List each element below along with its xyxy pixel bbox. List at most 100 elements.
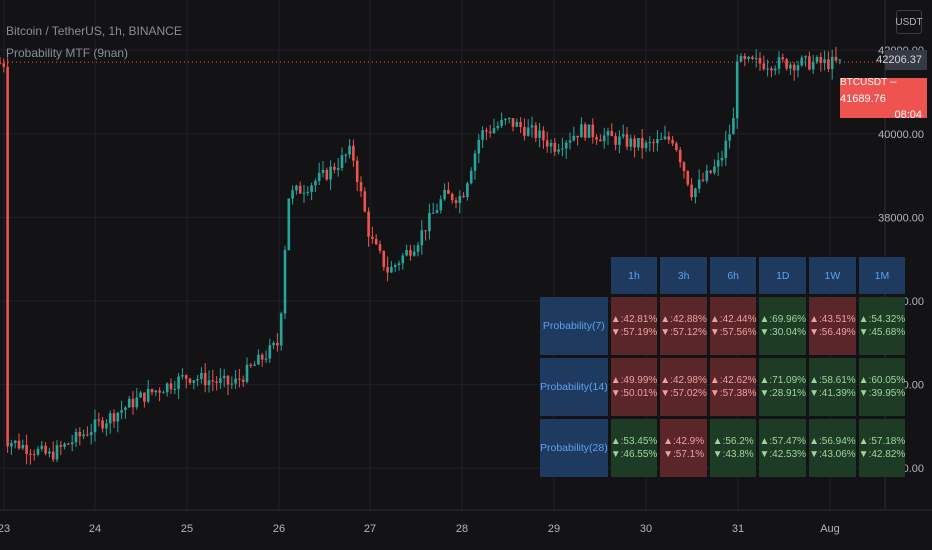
up-probability: ▲:42.62% bbox=[709, 375, 757, 386]
candle-body bbox=[557, 149, 560, 152]
probability-cell: ▲:57.18% ▼:42.82% bbox=[858, 419, 906, 477]
candle-body bbox=[405, 250, 408, 256]
candle-body bbox=[238, 378, 241, 380]
up-probability: ▲:56.2% bbox=[712, 436, 754, 447]
candle-body bbox=[682, 162, 686, 172]
tf-header: 1W bbox=[809, 257, 856, 294]
candle-body bbox=[393, 265, 397, 267]
x-tick-label: 24 bbox=[89, 523, 101, 535]
candle-body bbox=[181, 375, 184, 377]
candle-body bbox=[196, 379, 199, 381]
candle-body bbox=[610, 131, 614, 137]
candle-body bbox=[564, 142, 568, 149]
candle-body bbox=[211, 380, 215, 382]
candle-body bbox=[496, 125, 500, 129]
candle-body bbox=[785, 59, 788, 69]
candle-body bbox=[97, 419, 101, 421]
up-probability: ▲:53.45% bbox=[610, 436, 658, 447]
candle-body bbox=[336, 167, 340, 170]
y-tick-label: 40000.00 bbox=[878, 129, 924, 141]
down-probability: ▼:57.38% bbox=[709, 388, 757, 399]
candle-body bbox=[488, 131, 492, 133]
candle-body bbox=[595, 136, 598, 140]
candle-body bbox=[2, 63, 6, 67]
candle-body bbox=[819, 56, 823, 63]
candle-body bbox=[143, 392, 146, 402]
candle-body bbox=[724, 140, 728, 158]
candle-body bbox=[758, 58, 762, 64]
candle-body bbox=[314, 180, 317, 186]
down-probability: ▼:57.12% bbox=[660, 327, 707, 338]
candle-body bbox=[268, 345, 272, 359]
candle-body bbox=[454, 200, 458, 203]
candle-body bbox=[530, 125, 534, 128]
candle-body bbox=[443, 189, 446, 200]
up-probability: ▲:58.61% bbox=[809, 375, 856, 386]
candle-body bbox=[367, 211, 370, 237]
candle-body bbox=[678, 149, 682, 163]
x-tick-label: 31 bbox=[732, 523, 744, 535]
candle-body bbox=[671, 139, 674, 144]
candle-body bbox=[234, 378, 237, 384]
candle-body bbox=[344, 154, 348, 156]
probability-cell: ▲:71.09% ▼:28.91% bbox=[759, 358, 807, 416]
tf-header: 6h bbox=[709, 257, 757, 294]
candle-body bbox=[549, 142, 553, 147]
candle-body bbox=[86, 434, 89, 436]
candle-body bbox=[815, 56, 819, 62]
candle-body bbox=[697, 179, 701, 189]
probability-cell: ▲:49.99% ▼:50.01% bbox=[610, 358, 658, 416]
row-label: Probability(7) bbox=[540, 297, 608, 355]
down-probability: ▼:50.01% bbox=[610, 388, 658, 399]
candle-body bbox=[823, 59, 826, 63]
candle-body bbox=[602, 135, 606, 142]
candle-body bbox=[154, 390, 158, 393]
candle-body bbox=[257, 354, 260, 365]
candle-body bbox=[640, 138, 644, 149]
candle-body bbox=[146, 389, 150, 402]
candle-body bbox=[382, 250, 386, 268]
candle-body bbox=[131, 398, 135, 408]
candle-body bbox=[523, 126, 526, 136]
candle-body bbox=[219, 378, 222, 383]
probability-cell: ▲:42.44% ▼:57.56% bbox=[709, 297, 757, 355]
candle-body bbox=[796, 65, 800, 71]
candle-body bbox=[279, 313, 283, 346]
candle-body bbox=[63, 443, 66, 447]
down-probability: ▼:42.53% bbox=[759, 449, 807, 460]
probability-cell: ▲:42.81% ▼:57.19% bbox=[610, 297, 658, 355]
row-label: Probability(14) bbox=[540, 358, 608, 416]
candle-body bbox=[298, 185, 302, 194]
candle-body bbox=[249, 364, 253, 366]
candle-body bbox=[78, 431, 82, 437]
up-probability: ▲:56.94% bbox=[809, 436, 856, 447]
candle-body bbox=[222, 375, 226, 379]
candle-body bbox=[36, 448, 40, 455]
candle-body bbox=[420, 230, 424, 246]
up-probability: ▲:49.99% bbox=[610, 375, 658, 386]
candle-body bbox=[378, 244, 382, 251]
x-tick-label: 28 bbox=[456, 523, 468, 535]
candle-body bbox=[401, 255, 405, 264]
candle-body bbox=[667, 136, 671, 140]
candle-body bbox=[591, 124, 595, 137]
down-probability: ▼:56.49% bbox=[809, 327, 856, 338]
candle-body bbox=[614, 136, 617, 145]
currency-button[interactable]: USDT bbox=[895, 10, 923, 34]
down-probability: ▼:57.02% bbox=[660, 388, 707, 399]
candle-body bbox=[306, 192, 310, 194]
candle-body bbox=[359, 182, 363, 192]
x-tick-label: 30 bbox=[640, 523, 652, 535]
candle-body bbox=[431, 212, 435, 214]
candle-body bbox=[13, 440, 17, 443]
candle-body bbox=[690, 184, 693, 198]
candle-body bbox=[747, 56, 750, 59]
candle-body bbox=[67, 443, 70, 445]
candle-body bbox=[390, 266, 393, 273]
candle-body bbox=[333, 166, 336, 170]
candle-body bbox=[169, 383, 173, 390]
candle-body bbox=[637, 138, 640, 148]
candle-body bbox=[158, 390, 161, 393]
down-probability: ▼:43.8% bbox=[712, 449, 754, 460]
down-probability: ▼:57.19% bbox=[610, 327, 658, 338]
